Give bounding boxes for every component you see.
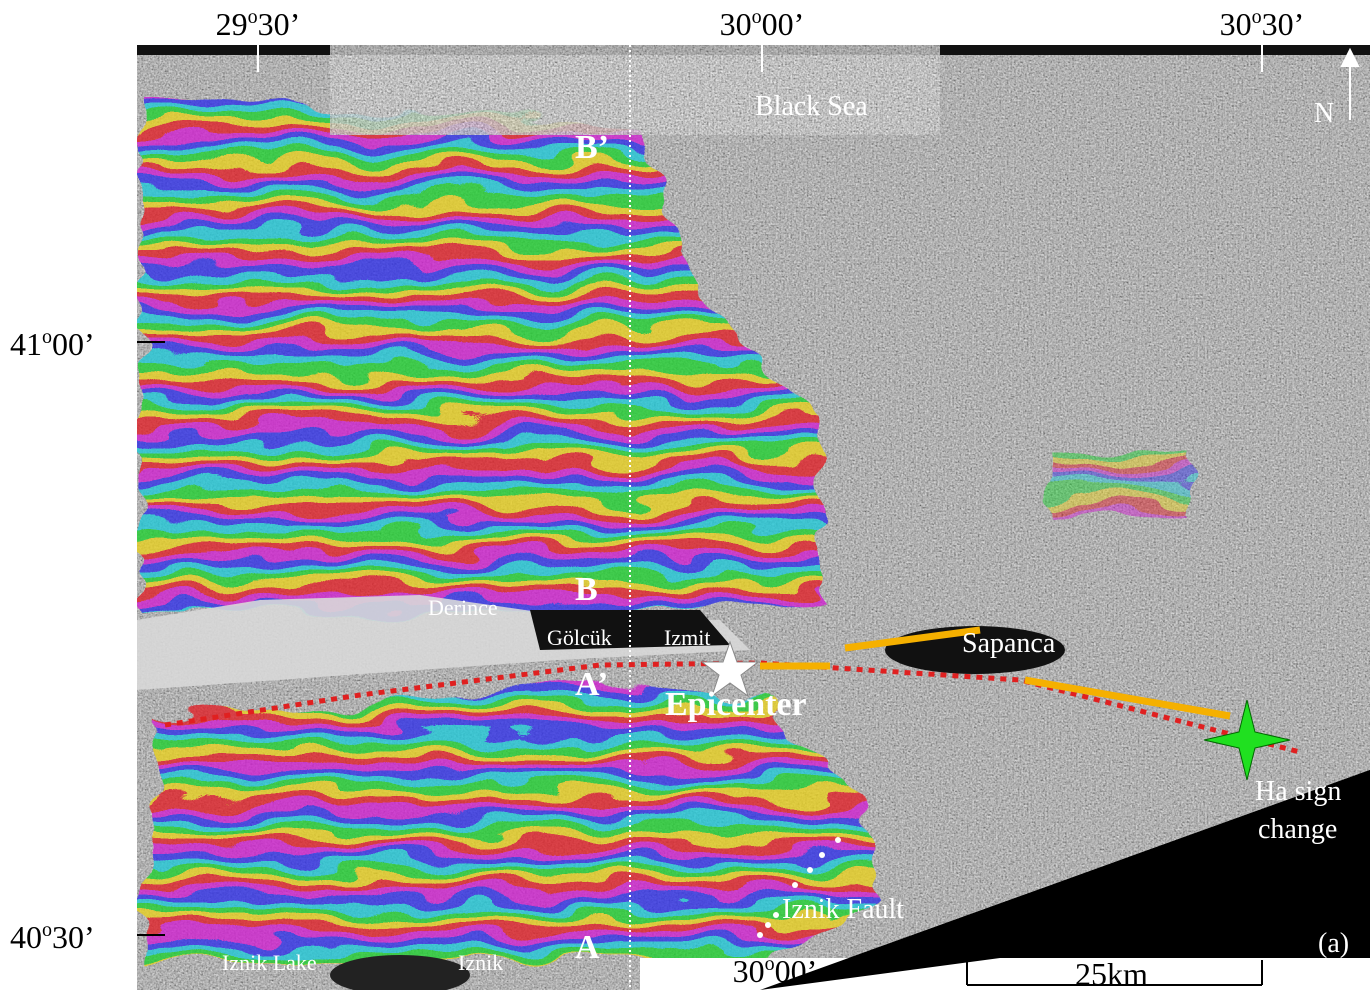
profile-label: B — [575, 571, 598, 608]
place-label: Derince — [428, 595, 498, 620]
coordinate-part: 29 — [216, 6, 248, 42]
epicenter-label: Epicenter — [665, 686, 807, 723]
north-arrow — [1340, 47, 1360, 120]
coordinate-part: 30 — [720, 6, 752, 42]
place-label: Gölcük — [547, 625, 612, 650]
place-label: Iznik — [458, 950, 503, 975]
coordinate-part: 30’ — [1262, 6, 1305, 42]
coordinate-part: 30’ — [52, 919, 95, 955]
coordinate-part: 30 — [733, 953, 765, 989]
coordinate-part: o — [42, 919, 52, 941]
coordinate-label: 29o30’ — [216, 6, 301, 42]
interferogram — [137, 45, 1370, 990]
profile-label: A — [575, 929, 600, 966]
coordinate-label: 41o00’ — [10, 326, 95, 362]
profile-label: A’ — [575, 666, 608, 703]
place-label: Black Sea — [755, 91, 868, 122]
coordinate-part: o — [752, 6, 762, 28]
scale-label: 25km — [1075, 956, 1148, 990]
sign-change-star — [1203, 699, 1291, 781]
coordinate-part: o — [1252, 6, 1262, 28]
coordinate-part: 40 — [10, 919, 42, 955]
iznik-fault-dots — [757, 837, 841, 938]
coordinate-part: 00’ — [762, 6, 805, 42]
place-label: Iznik Fault — [782, 894, 904, 925]
sign-change-label: change — [1258, 814, 1337, 845]
coordinate-part: 30’ — [258, 6, 301, 42]
sign-change-label: Ha sign — [1255, 776, 1341, 807]
coordinates: 29o30’ 30o00’ 30o30’41o00’40o30’30o00’ — [10, 6, 1304, 989]
rupture — [760, 626, 1231, 720]
coordinate-part: 41 — [10, 326, 42, 362]
left-ticks — [137, 341, 165, 936]
panel-label: (a) — [1318, 928, 1349, 959]
scale-bar — [966, 960, 1263, 986]
coordinate-part: 30 — [1220, 6, 1252, 42]
coordinate-part: 00’ — [52, 326, 95, 362]
coordinate-part: o — [765, 953, 775, 975]
coordinate-part: 00’ — [775, 953, 818, 989]
coordinate-part: o — [248, 6, 258, 28]
coordinate-label: 30o00’ — [733, 953, 818, 989]
north-label: N — [1314, 98, 1334, 129]
fault-trace — [164, 660, 1301, 755]
coordinate-label: 30o30’ — [1220, 6, 1305, 42]
ticks — [257, 45, 1263, 72]
coordinate-label: 40o30’ — [10, 919, 95, 955]
profile-label: B’ — [575, 129, 609, 166]
place-label: Izmit — [664, 625, 710, 650]
place-label: Sapanca — [962, 628, 1056, 659]
no-data — [760, 770, 1370, 990]
place-label: Iznik Lake — [222, 950, 317, 975]
epicenter-star — [700, 640, 760, 698]
coordinate-part: o — [42, 326, 52, 348]
coordinate-label: 30o00’ — [720, 6, 805, 42]
